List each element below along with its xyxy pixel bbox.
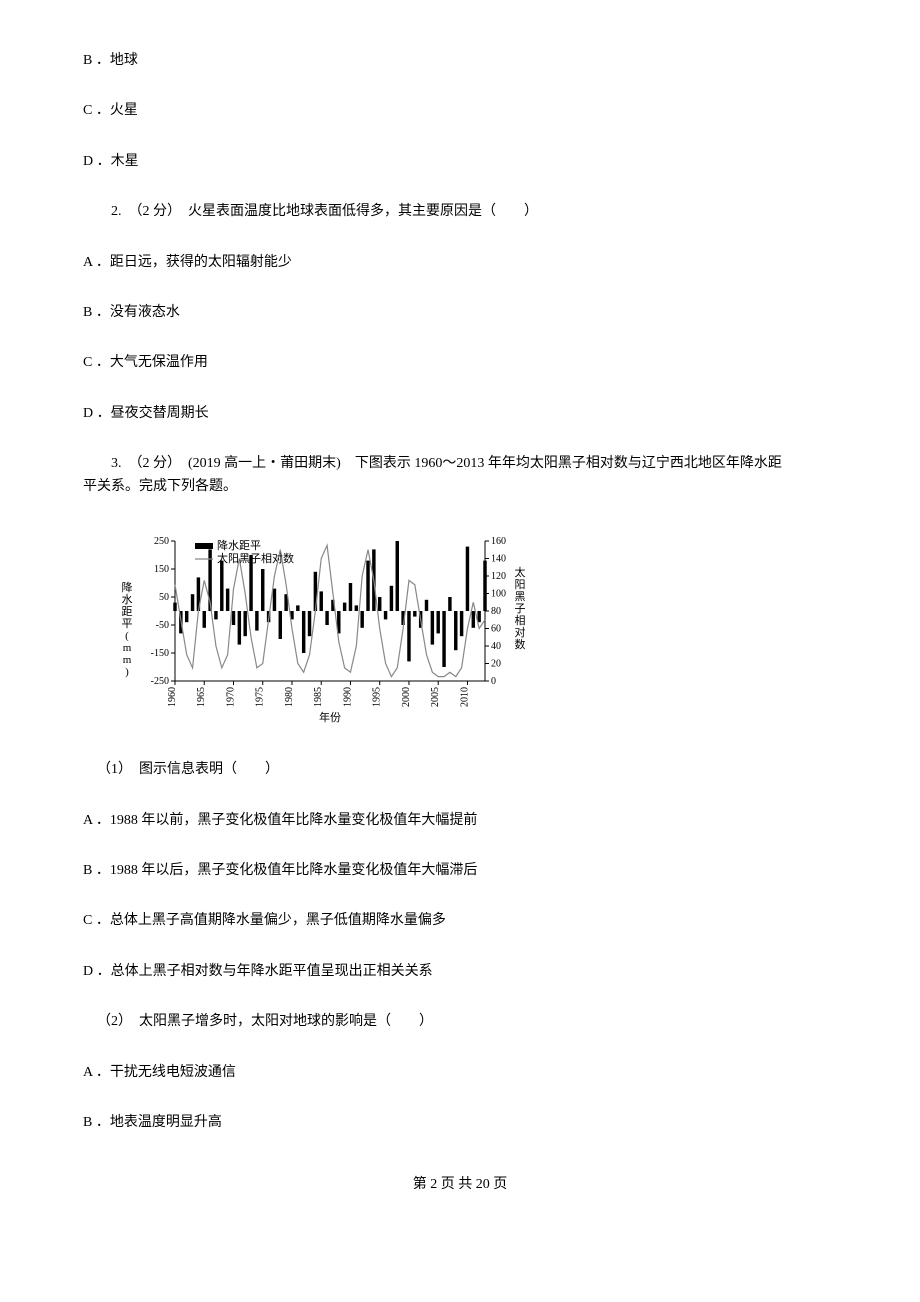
option-b: B ．地球 [75, 50, 845, 72]
svg-text:阳: 阳 [515, 578, 526, 591]
svg-text:1985: 1985 [313, 687, 324, 707]
svg-text:平: 平 [122, 618, 133, 630]
svg-text:-50: -50 [156, 620, 169, 631]
svg-text:m: m [123, 654, 132, 666]
svg-text:1970: 1970 [225, 687, 236, 707]
svg-text:2010: 2010 [459, 687, 470, 707]
svg-text:2005: 2005 [430, 687, 441, 707]
svg-text:140: 140 [491, 553, 506, 564]
q2-option-a: A ．距日远，获得的太阳辐射能少 [75, 252, 845, 274]
svg-text:1990: 1990 [342, 687, 353, 707]
svg-text:距: 距 [122, 605, 133, 618]
svg-text:160: 160 [491, 536, 506, 547]
svg-text:): ) [125, 666, 129, 678]
q2-option-b: B ．没有液态水 [75, 302, 845, 324]
sunspot-precip-chart: 25015050-50-150-250160140120100806040200… [115, 526, 535, 726]
svg-text:150: 150 [154, 564, 169, 575]
q2-option-d: D ．昼夜交替周期长 [75, 403, 845, 425]
svg-text:60: 60 [491, 623, 501, 634]
svg-text:太: 太 [515, 566, 526, 579]
svg-text:1965: 1965 [196, 687, 207, 707]
svg-text:降水距平: 降水距平 [217, 538, 261, 552]
svg-text:相: 相 [515, 614, 526, 627]
svg-text:80: 80 [491, 606, 501, 617]
svg-text:1975: 1975 [255, 687, 266, 707]
svg-text:对: 对 [515, 625, 526, 639]
q3-sub2-a: A ．干扰无线电短波通信 [75, 1062, 845, 1084]
svg-text:黑: 黑 [515, 590, 526, 603]
svg-text:120: 120 [491, 571, 506, 582]
q3-sub1-b: B ．1988 年以后，黑子变化极值年比降水量变化极值年大幅滞后 [75, 860, 845, 882]
svg-text:1960: 1960 [167, 687, 178, 707]
svg-text:1995: 1995 [372, 687, 383, 707]
svg-text:100: 100 [491, 588, 506, 599]
svg-text:-250: -250 [151, 676, 169, 687]
svg-text:40: 40 [491, 641, 501, 652]
svg-text:(: ( [125, 630, 129, 642]
q2-option-c: C ．大气无保温作用 [75, 352, 845, 374]
svg-text:2000: 2000 [401, 687, 412, 707]
svg-text:50: 50 [159, 592, 169, 603]
svg-text:0: 0 [491, 676, 496, 687]
question-3-stem: 3. （2 分） (2019 高一上・莆田期末) 下图表示 1960～2013 … [75, 453, 845, 498]
svg-text:太阳黑子相对数: 太阳黑子相对数 [217, 551, 294, 565]
svg-text:年份: 年份 [319, 710, 341, 724]
svg-text:250: 250 [154, 536, 169, 547]
svg-text:降: 降 [122, 580, 133, 594]
option-c: C ．火星 [75, 100, 845, 122]
svg-text:20: 20 [491, 658, 501, 669]
svg-text:子: 子 [515, 602, 526, 615]
page-footer: 第 2 页 共 20 页 [75, 1174, 845, 1196]
q3-sub1: （1） 图示信息表明（ ） [75, 759, 845, 781]
q3-sub1-d: D ．总体上黑子相对数与年降水距平值呈现出正相关关系 [75, 961, 845, 983]
svg-text:-150: -150 [151, 648, 169, 659]
q3-line1: 3. （2 分） (2019 高一上・莆田期末) 下图表示 1960～2013 … [83, 453, 845, 475]
q3-sub2-b: B ．地表温度明显升高 [75, 1112, 845, 1134]
q3-line2: 平关系。完成下列各题。 [83, 476, 845, 498]
svg-text:1980: 1980 [284, 687, 295, 707]
q3-sub2: （2） 太阳黑子增多时，太阳对地球的影响是（ ） [75, 1011, 845, 1033]
chart-container: 25015050-50-150-250160140120100806040200… [115, 526, 845, 734]
q3-sub1-a: A ．1988 年以前，黑子变化极值年比降水量变化极值年大幅提前 [75, 810, 845, 832]
option-d: D ．木星 [75, 151, 845, 173]
svg-text:m: m [123, 642, 132, 654]
question-2-stem: 2. （2 分） 火星表面温度比地球表面低得多，其主要原因是（ ） [75, 201, 845, 223]
svg-text:数: 数 [515, 638, 526, 651]
svg-text:水: 水 [122, 593, 133, 606]
q3-sub1-c: C ．总体上黑子高值期降水量偏少，黑子低值期降水量偏多 [75, 910, 845, 932]
